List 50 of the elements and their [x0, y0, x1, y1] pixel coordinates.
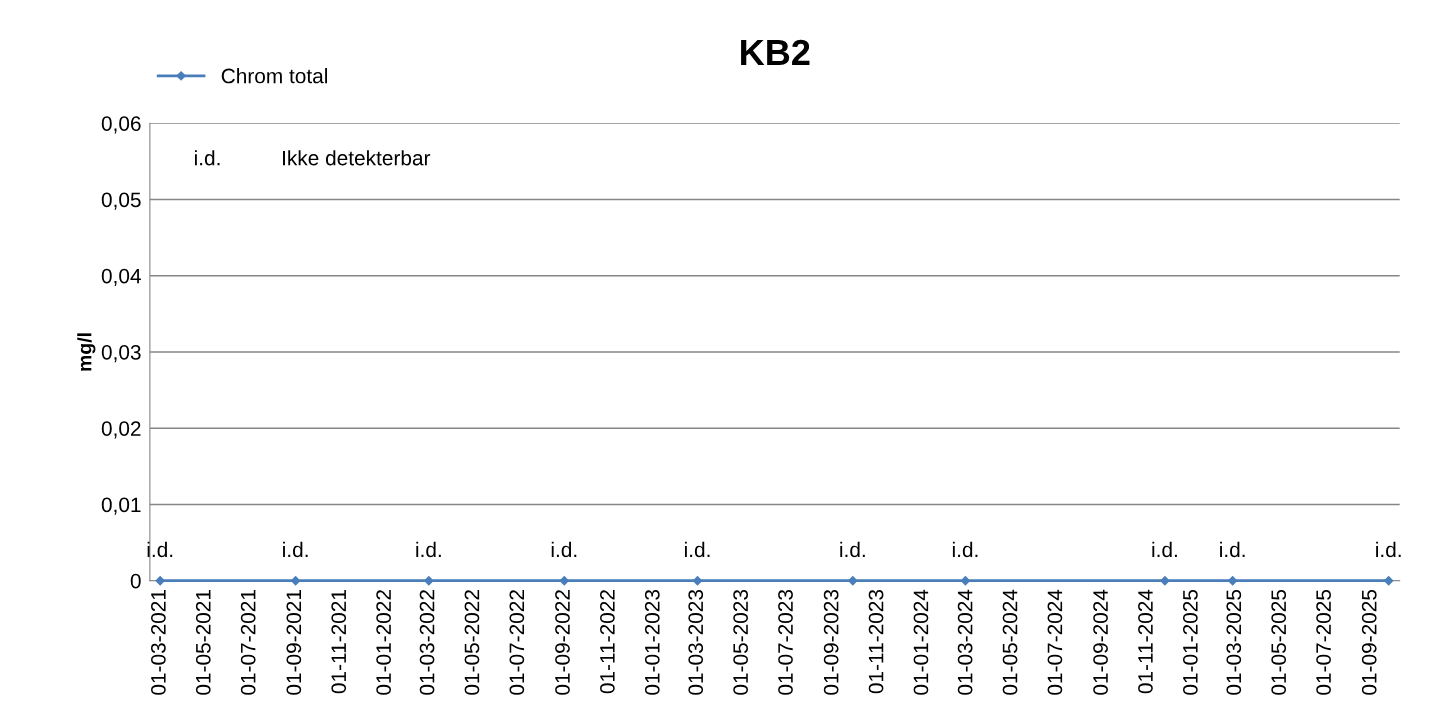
- x-tick-label: 01-03-2021: [151, 590, 166, 695]
- data-label: i.d.: [1376, 541, 1401, 558]
- data-label: i.d.: [840, 541, 865, 558]
- x-tick-label: 01-11-2021: [331, 590, 347, 694]
- x-tick-label: 01-01-2022: [376, 590, 391, 695]
- x-tick-label: 01-05-2024: [1002, 589, 1018, 695]
- x-tick-label: 01-07-2021: [240, 590, 256, 695]
- x-tick-label: 01-07-2023: [778, 589, 793, 695]
- x-tick-label: 01-03-2023: [688, 589, 704, 695]
- x-tick-label: 01-07-2022: [509, 590, 525, 695]
- x-tick-label: 01-01-2023: [644, 589, 660, 695]
- annotation: i.d.: [195, 150, 220, 166]
- y-tick-label: 0,04: [101, 268, 141, 286]
- y-axis-title: mg/l: [77, 333, 96, 371]
- x-tick-label: 01-03-2022: [419, 590, 435, 695]
- x-tick-label: 01-01-2025: [1182, 589, 1198, 695]
- data-label: i.d.: [1152, 541, 1177, 558]
- annotation: Ikke detekterbar: [283, 150, 431, 166]
- data-label: i.d.: [283, 541, 308, 558]
- data-label: i.d.: [1220, 541, 1245, 558]
- y-tick-label: 0,05: [101, 192, 141, 210]
- y-tick-label: 0: [130, 573, 141, 589]
- x-tick-label: 01-05-2025: [1271, 589, 1287, 695]
- x-tick-label: 01-09-2025: [1361, 589, 1377, 695]
- chart-title: KB2: [741, 39, 810, 65]
- data-label: i.d.: [147, 541, 173, 558]
- x-tick-label: 01-09-2023: [823, 589, 839, 695]
- y-tick-label: 0,03: [101, 344, 141, 363]
- x-tick-label: 01-09-2024: [1093, 589, 1108, 695]
- x-tick-label: 01-09-2021: [286, 590, 302, 695]
- x-tick-label: 01-05-2021: [195, 590, 211, 695]
- data-label: i.d.: [416, 541, 441, 558]
- x-tick-label: 01-03-2024: [957, 589, 973, 695]
- x-tick-label: 01-07-2024: [1047, 589, 1063, 695]
- data-label: i.d.: [551, 541, 577, 558]
- y-tick-label: 0,01: [101, 497, 141, 515]
- x-tick-label: 01-11-2023: [868, 589, 884, 694]
- y-tick-label: 0,06: [101, 116, 141, 134]
- data-label: i.d.: [952, 541, 978, 558]
- y-tick-label: 0,02: [101, 421, 141, 439]
- x-tick-label: 01-09-2022: [555, 590, 570, 695]
- x-tick-label: 01-11-2022: [600, 590, 615, 694]
- data-label: i.d.: [685, 541, 710, 558]
- legend-label: Chrom total: [221, 68, 327, 84]
- x-tick-label: 01-11-2024: [1138, 589, 1153, 694]
- x-tick-label: 01-07-2025: [1316, 589, 1331, 695]
- x-tick-label: 01-03-2025: [1226, 589, 1242, 695]
- x-tick-label: 01-05-2023: [733, 589, 748, 695]
- x-tick-label: 01-05-2022: [464, 590, 480, 695]
- x-tick-label: 01-01-2024: [913, 589, 929, 695]
